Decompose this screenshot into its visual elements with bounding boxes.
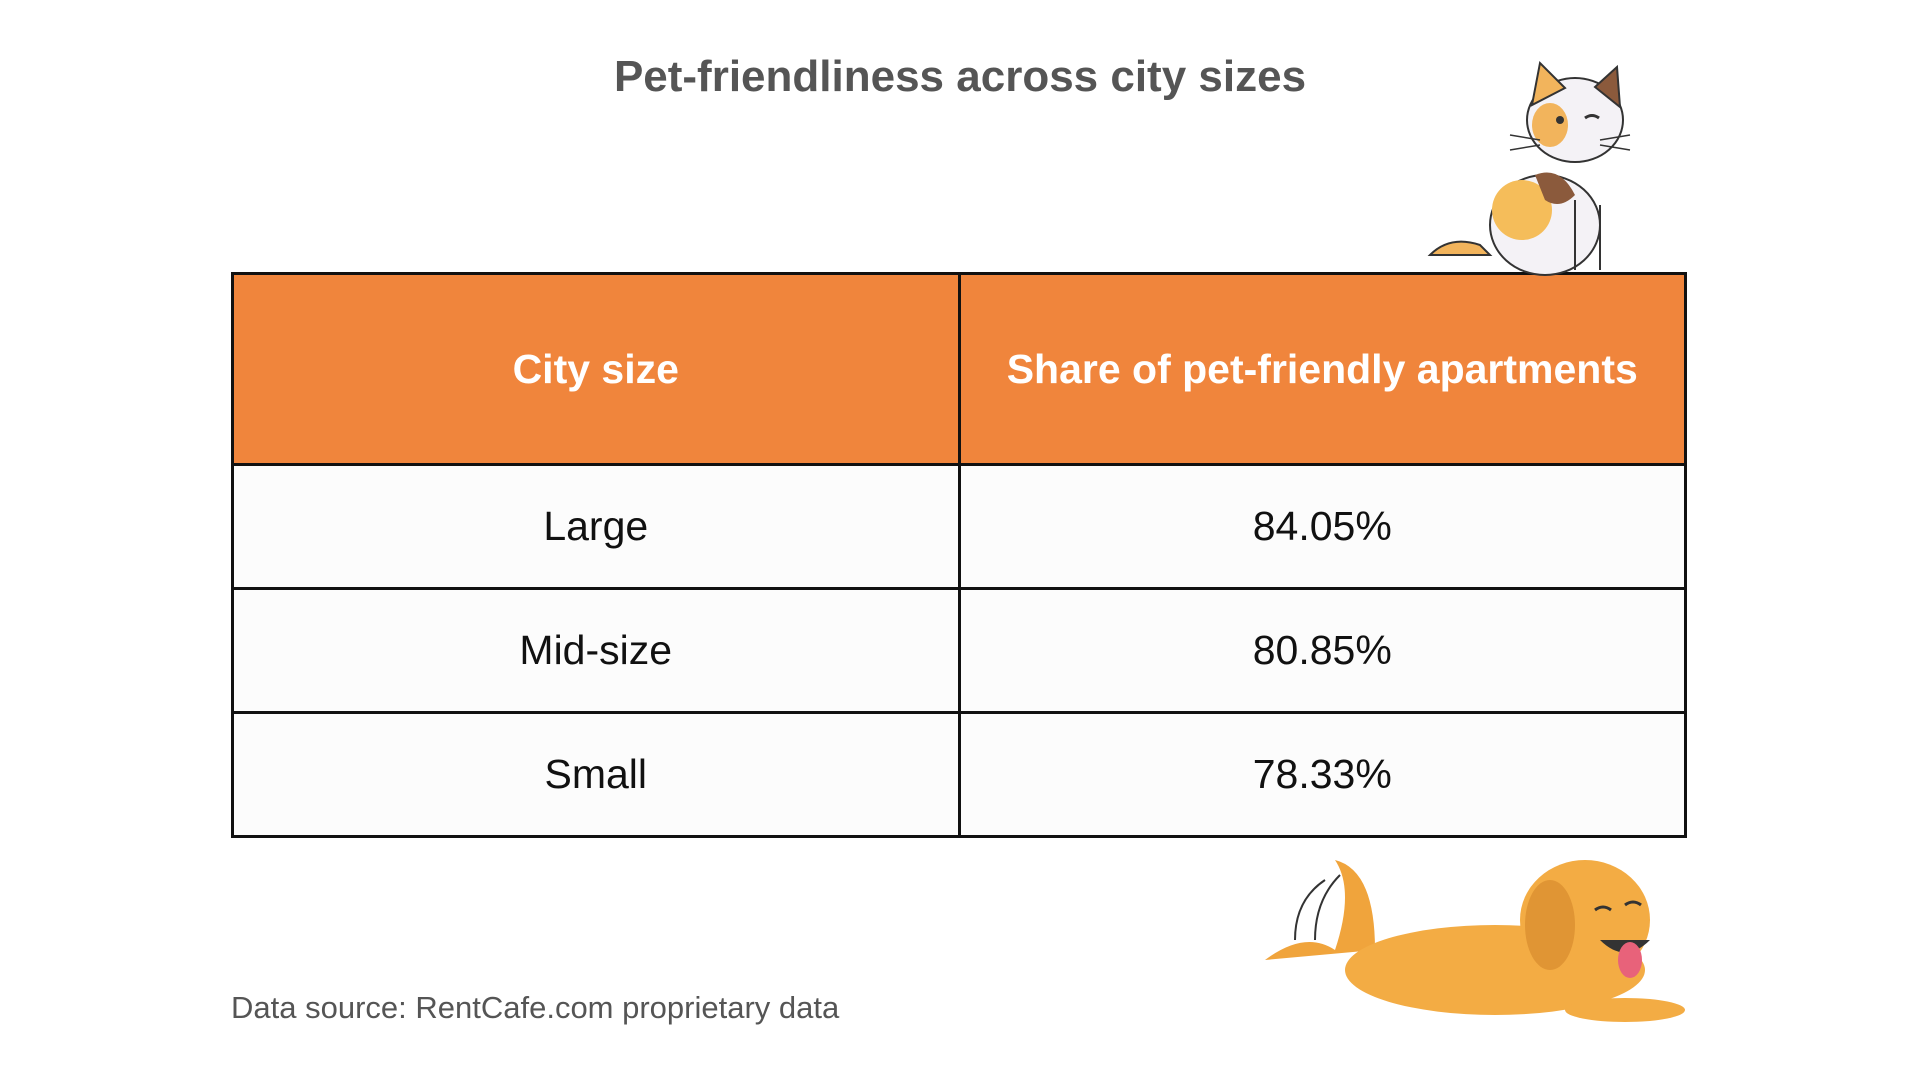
table-cell: 84.05% — [957, 463, 1687, 590]
table-row: Small 78.33% — [231, 711, 1687, 838]
header-row: City size Share of pet-friendly apartmen… — [231, 272, 1687, 466]
cat-illustration — [1427, 60, 1631, 276]
dog-illustration — [1265, 860, 1685, 1022]
table-cell: Small — [231, 711, 961, 838]
table-cell: 80.85% — [957, 587, 1687, 714]
table-body: Large 84.05% Mid-size 80.85% Small 78.33% — [231, 463, 1687, 838]
table-row: Mid-size 80.85% — [231, 587, 1687, 714]
table-cell: Mid-size — [231, 587, 961, 714]
table-cell: Large — [231, 463, 961, 590]
title: Pet-friendliness across city sizes — [613, 52, 1307, 101]
table-row: Large 84.05% — [231, 463, 1687, 590]
header-cell: Share of pet-friendly apartments — [957, 272, 1687, 466]
source-note: Data source: RentCafe.com proprietary da… — [231, 990, 840, 1025]
data-table: City size Share of pet-friendly apartmen… — [231, 272, 1687, 838]
header-cell: City size — [231, 272, 961, 466]
table-cell: 78.33% — [957, 711, 1687, 838]
